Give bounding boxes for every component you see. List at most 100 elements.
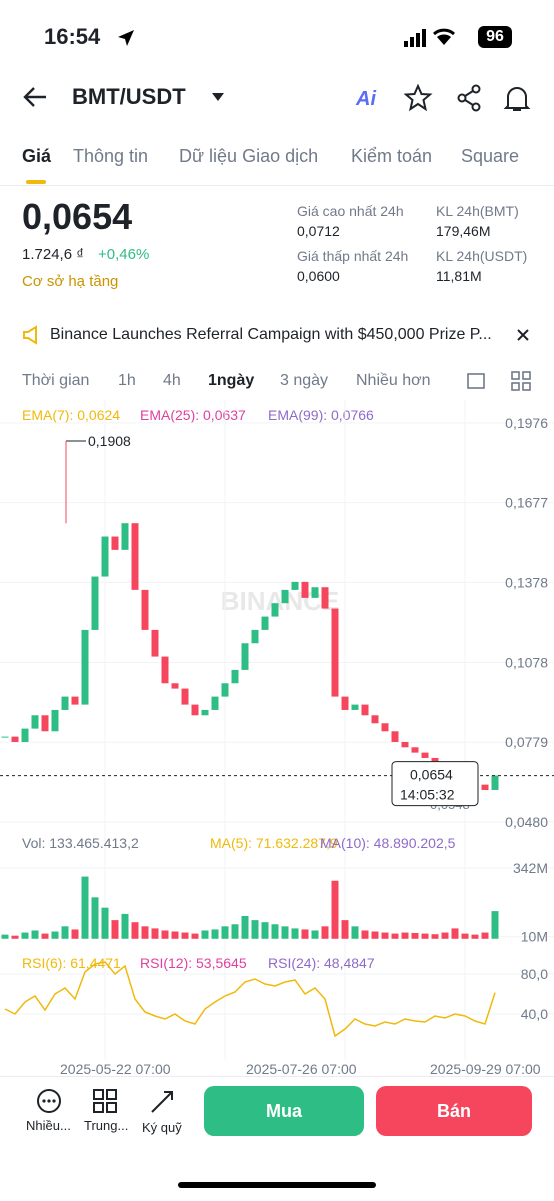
interval[interactable]: 1h <box>118 372 136 389</box>
volume-bar <box>141 926 149 939</box>
volume-bar <box>431 934 439 939</box>
y-tick-label: 0,1078 <box>505 654 548 670</box>
candle <box>251 629 259 644</box>
announcement-icon <box>23 325 37 345</box>
volume-bar <box>461 933 469 939</box>
interval[interactable]: 1ngày <box>208 372 255 389</box>
volume-bar <box>261 922 269 939</box>
volume-bar <box>331 880 339 939</box>
volume-bar <box>251 920 259 939</box>
action-label[interactable]: Nhiều... <box>26 1118 71 1133</box>
indicator-label: EMA(99): 0,0766 <box>268 407 374 423</box>
category-tag[interactable]: Cơ sở hạ tầng <box>22 273 119 290</box>
candle <box>311 587 319 598</box>
candle <box>341 696 349 710</box>
current-price-box <box>391 761 479 807</box>
candle <box>371 715 379 724</box>
interval[interactable]: Nhiều hơn <box>356 372 431 389</box>
high-label: 0,1908 <box>88 433 131 449</box>
volume-bar <box>271 924 279 939</box>
candle <box>211 696 219 710</box>
last-price: 0,0654 <box>22 196 133 237</box>
candle <box>381 723 389 732</box>
volume-bar <box>401 932 409 939</box>
candle <box>401 741 409 748</box>
tab[interactable]: Giá <box>22 146 52 166</box>
countdown: 14:05:32 <box>400 787 455 803</box>
pair-title[interactable]: BMT/USDT <box>72 84 186 109</box>
candle <box>291 581 299 590</box>
location-icon <box>118 30 134 46</box>
volume-bar <box>301 929 309 939</box>
volume-bar <box>391 933 399 939</box>
stat-value: 0,0600 <box>297 268 340 284</box>
sell-button[interactable]: Bán <box>376 1086 532 1136</box>
stat-value: 0,0712 <box>297 223 340 239</box>
volume-bar <box>111 920 119 939</box>
interval[interactable]: 4h <box>163 372 181 389</box>
pair-dropdown[interactable] <box>210 90 226 104</box>
volume-bar <box>161 930 169 939</box>
volume-bar <box>241 915 249 939</box>
indicator-label: EMA(7): 0,0624 <box>22 407 120 423</box>
candle <box>71 696 79 705</box>
candle <box>491 775 499 790</box>
chart-tools[interactable] <box>466 370 534 392</box>
action-label[interactable]: Trung... <box>84 1118 129 1133</box>
y-tick-label: 0,1677 <box>505 495 548 511</box>
candle <box>481 784 489 790</box>
price-change: +0,46% <box>98 246 150 263</box>
volume-bar <box>351 926 359 939</box>
volume-bar <box>61 926 69 939</box>
volume-bar <box>21 932 29 939</box>
tab[interactable]: Dữ liệu Giao dịch <box>179 146 319 166</box>
candle <box>11 736 19 742</box>
candle <box>171 683 179 689</box>
volume-bar <box>91 897 99 939</box>
ai-button[interactable]: Ai <box>356 88 376 110</box>
candle <box>361 704 369 716</box>
close-announcement[interactable] <box>516 328 530 342</box>
volume-bar <box>1 934 9 939</box>
volume-bar <box>481 932 489 939</box>
candle <box>1 736 9 738</box>
interval[interactable]: 3 ngày <box>280 372 329 389</box>
candle <box>181 688 189 705</box>
volume-bar <box>371 931 379 939</box>
volume-bar <box>41 933 49 939</box>
candle <box>111 536 119 550</box>
indicator-label: RSI(24): 48,4847 <box>268 955 375 971</box>
tab[interactable]: Thông tin <box>73 146 149 166</box>
candle <box>31 715 39 729</box>
x-tick-label: 2025-05-22 07:00 <box>60 1061 171 1077</box>
announcement[interactable]: Binance Launches Referral Campaign with … <box>50 326 492 343</box>
current-price-label: 0,0654 <box>410 767 453 783</box>
candle <box>91 576 99 630</box>
volume-bar <box>101 907 109 939</box>
interval[interactable]: Thời gian <box>22 372 90 389</box>
tab[interactable]: Kiểm toán <box>351 146 433 166</box>
volume-bar <box>321 926 329 939</box>
candle <box>221 683 229 697</box>
action-label[interactable]: Ký quỹ <box>142 1120 182 1135</box>
buy-button[interactable]: Mua <box>204 1086 364 1136</box>
fiat-price: 1.724,6 ₫ <box>22 246 84 263</box>
volume-bar <box>71 929 79 939</box>
y-tick-label: 0,1976 <box>505 415 548 431</box>
tab[interactable]: Square <box>461 146 520 166</box>
volume-bar <box>411 932 419 939</box>
volume-bar <box>281 926 289 939</box>
volume-bar <box>221 926 229 939</box>
y-tick-label: 80,0 <box>521 966 548 982</box>
x-tick-label: 2025-07-26 07:00 <box>246 1061 357 1077</box>
chart-area: EMA(7): 0,0624 EMA(25): 0,0637 EMA(99): 0,… <box>0 400 554 1077</box>
volume-bar <box>341 920 349 939</box>
indicator-label: Vol: 133.465.413,2 <box>22 835 139 851</box>
home-indicator <box>178 1182 376 1188</box>
y-tick-label: 0,1378 <box>505 574 548 590</box>
y-tick-label: 0,0480 <box>505 814 548 830</box>
stat-label: Giá thấp nhất 24h <box>297 248 409 264</box>
candle <box>21 728 29 742</box>
volume-bar <box>191 933 199 939</box>
back-button[interactable] <box>22 84 48 110</box>
